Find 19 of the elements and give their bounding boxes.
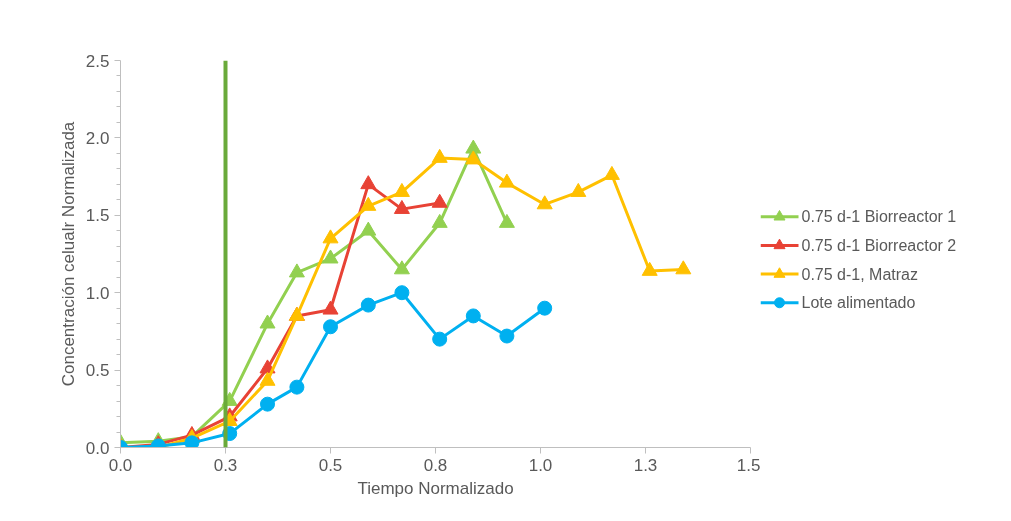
y-tick-label: 0.5: [85, 361, 110, 381]
x-tick-label: 1.0: [528, 455, 553, 475]
x-tick-label: 1.5: [736, 455, 761, 475]
y-tick-label: 1.0: [85, 283, 110, 303]
x-tick-label: 0.8: [423, 455, 448, 475]
legend-label: 0.75 d-1 Biorreactor 2: [801, 236, 957, 254]
legend-label: Lote alimentado: [801, 294, 916, 312]
x-axis-title: Tiempo Normalizado: [357, 478, 514, 498]
x-tick-label: 0.0: [108, 455, 133, 475]
y-axis-title: Concentración celualr Normalizada: [58, 121, 78, 387]
legend-label: 0.75 d-1 Biorreactor 1: [801, 208, 957, 226]
x-tick-label: 1.3: [633, 455, 658, 475]
y-tick-label: 1.5: [85, 206, 110, 226]
legend-label: 0.75 d-1, Matraz: [801, 265, 918, 283]
y-tick-label: 2.0: [85, 128, 110, 148]
x-tick-label: 0.3: [213, 455, 238, 475]
y-tick-label: 2.5: [85, 51, 110, 71]
y-tick-label: 0.0: [85, 438, 110, 458]
x-tick-label: 0.5: [318, 455, 343, 475]
